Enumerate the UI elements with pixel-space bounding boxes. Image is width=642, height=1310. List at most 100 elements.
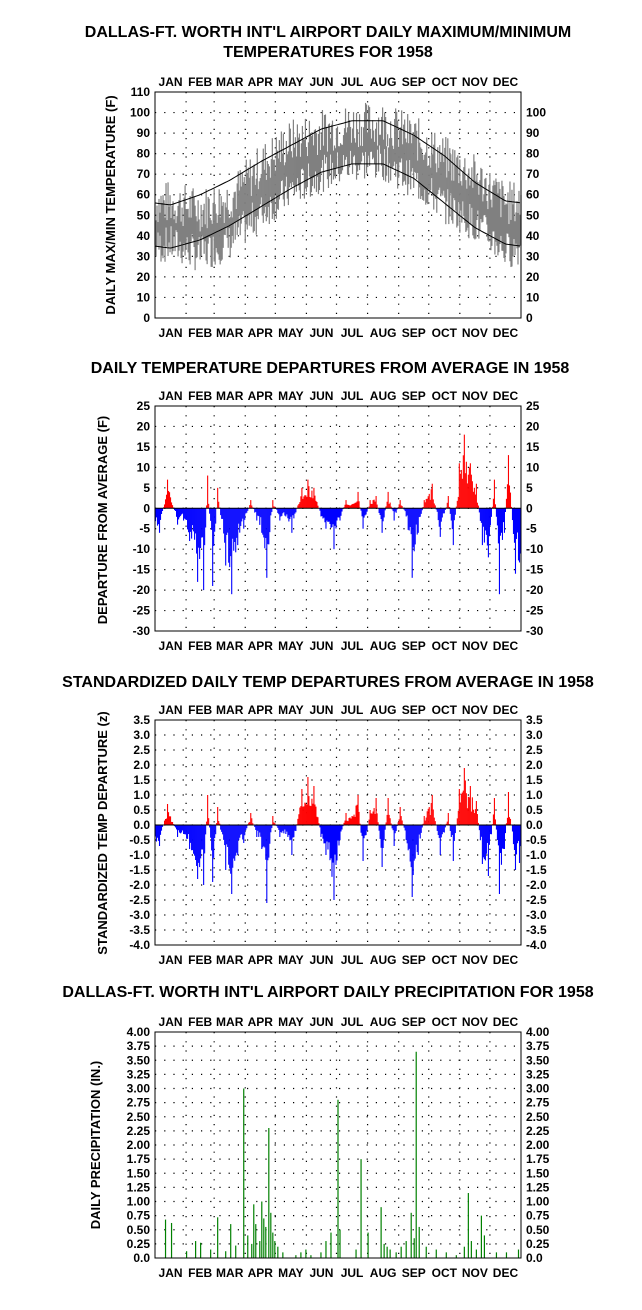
y-tick-label: 2.5	[526, 743, 543, 757]
month-label-dec: DEC	[493, 75, 519, 89]
month-label-jan: JAN	[159, 1015, 183, 1029]
y-tick-label: 10	[137, 460, 151, 474]
y-tick-label: 0.5	[526, 803, 543, 817]
y-tick-label: 1.50	[526, 1166, 550, 1180]
chart4-month-labels-bottom: JAN FEB MAR APR MAY JUN JUL AUG SEP OCT NOV DEC	[159, 1266, 519, 1280]
month-label-aug: AUG	[370, 326, 397, 340]
month-label-jun: JUN	[309, 389, 333, 403]
chart2-y-axis-label: DEPARTURE FROM AVERAGE (F)	[95, 416, 110, 624]
month-label-sep: SEP	[402, 953, 426, 967]
month-label-feb: FEB	[188, 389, 212, 403]
y-tick-label: 3.5	[133, 713, 150, 727]
y-tick-label: 60	[526, 188, 540, 202]
y-tick-label: 40	[137, 229, 151, 243]
y-tick-label: 110	[131, 85, 151, 99]
y-tick-label: 1.00	[526, 1195, 550, 1209]
y-tick-label: 0.5	[133, 803, 150, 817]
y-tick-label: -2.0	[129, 878, 150, 892]
month-label-may: MAY	[278, 953, 304, 967]
month-label-oct: OCT	[432, 75, 458, 89]
month-label-feb: FEB	[188, 639, 212, 653]
y-tick-label: 0.0	[133, 818, 150, 832]
y-tick-label: -1.5	[129, 863, 150, 877]
month-label-sep: SEP	[402, 1266, 426, 1280]
month-label-jul: JUL	[341, 75, 364, 89]
month-label-dec: DEC	[493, 1015, 519, 1029]
month-label-mar: MAR	[216, 639, 244, 653]
y-tick-label: 3.00	[127, 1082, 151, 1096]
chart2-title: DAILY TEMPERATURE DEPARTURES FROM AVERAG…	[91, 360, 570, 377]
chart2-frame	[154, 405, 522, 632]
month-label-mar: MAR	[216, 75, 244, 89]
month-label-sep: SEP	[402, 1015, 426, 1029]
month-label-aug: AUG	[370, 1266, 397, 1280]
month-label-may: MAY	[278, 389, 304, 403]
y-tick-label: 50	[526, 208, 540, 222]
precipitation-chart: DALLAS-FT. WORTH INT'L AIRPORT DAILY PRE…	[62, 984, 593, 1280]
month-label-jul: JUL	[341, 1015, 364, 1029]
y-tick-label: 2.75	[127, 1096, 151, 1110]
y-tick-label: 3.50	[526, 1053, 550, 1067]
month-label-jun: JUN	[309, 1266, 333, 1280]
y-tick-label: 0.25	[127, 1237, 151, 1251]
month-label-mar: MAR	[216, 1266, 244, 1280]
month-label-jul: JUL	[341, 703, 364, 717]
month-label-apr: APR	[248, 75, 274, 89]
chart4-frame	[154, 1031, 522, 1259]
month-label-may: MAY	[278, 639, 304, 653]
month-label-apr: APR	[248, 389, 274, 403]
y-tick-label: 0	[526, 501, 533, 515]
y-tick-label: 3.75	[127, 1039, 151, 1053]
y-tick-label: -3.0	[526, 908, 547, 922]
y-tick-label: 70	[526, 167, 540, 181]
y-tick-label: 60	[137, 188, 151, 202]
y-tick-label: -5	[139, 522, 150, 536]
y-tick-label: 90	[526, 126, 540, 140]
month-label-aug: AUG	[370, 953, 397, 967]
month-label-apr: APR	[248, 1266, 274, 1280]
y-tick-label: 25	[526, 399, 540, 413]
y-tick-label: 1.5	[526, 773, 543, 787]
month-label-aug: AUG	[370, 703, 397, 717]
month-label-oct: OCT	[432, 703, 458, 717]
y-tick-label: 80	[526, 147, 540, 161]
y-tick-label: 3.25	[127, 1067, 151, 1081]
y-tick-label: 0.25	[526, 1237, 550, 1251]
y-tick-label: 20	[137, 270, 151, 284]
y-tick-label: -2.5	[526, 893, 547, 907]
y-tick-label: -30	[526, 624, 544, 638]
month-label-dec: DEC	[493, 953, 519, 967]
month-label-nov: NOV	[462, 953, 488, 967]
y-tick-label: 4.00	[526, 1025, 550, 1039]
chart1-frame	[154, 91, 522, 319]
y-tick-label: 0.0	[526, 1251, 543, 1265]
month-label-may: MAY	[278, 1015, 304, 1029]
y-tick-label: 15	[137, 440, 151, 454]
y-tick-label: 2.50	[127, 1110, 151, 1124]
chart1-y-tick-labels-right: 0 10 20 30 40 50 60 70 80 90 100	[526, 106, 546, 325]
month-label-jan: JAN	[159, 326, 183, 340]
month-label-aug: AUG	[370, 389, 397, 403]
y-tick-label: -1.0	[129, 848, 150, 862]
month-label-apr: APR	[248, 953, 274, 967]
month-label-oct: OCT	[432, 1266, 458, 1280]
y-tick-label: 20	[137, 419, 151, 433]
month-label-jul: JUL	[341, 1266, 364, 1280]
month-label-jan: JAN	[159, 75, 183, 89]
month-label-may: MAY	[278, 1266, 304, 1280]
y-tick-label: 1.25	[127, 1180, 151, 1194]
temperature-chart: DALLAS-FT. WORTH INT'L AIRPORT DAILY MAX…	[85, 24, 571, 340]
normal-low-line	[154, 163, 521, 249]
month-label-jan: JAN	[159, 389, 183, 403]
y-tick-label: 25	[137, 399, 151, 413]
month-label-jan: JAN	[159, 703, 183, 717]
month-label-nov: NOV	[462, 1015, 488, 1029]
y-tick-label: 1.75	[127, 1152, 151, 1166]
month-label-apr: APR	[248, 1015, 274, 1029]
y-tick-label: 1.5	[133, 773, 150, 787]
month-label-sep: SEP	[402, 326, 426, 340]
y-tick-label: 40	[526, 229, 540, 243]
y-tick-label: 0	[143, 311, 150, 325]
month-label-jul: JUL	[341, 326, 364, 340]
y-tick-label: 3.0	[526, 728, 543, 742]
